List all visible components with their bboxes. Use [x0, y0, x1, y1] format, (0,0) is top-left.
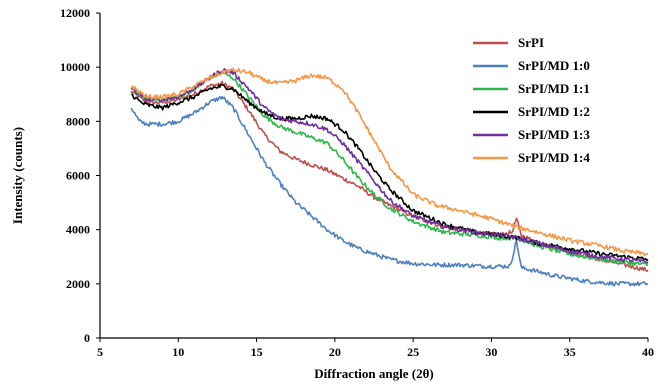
y-tick-label: 12000: [60, 6, 90, 20]
x-tick-label: 10: [172, 345, 184, 359]
y-tick-label: 6000: [66, 169, 90, 183]
y-tick-label: 8000: [66, 114, 90, 128]
y-axis-title: Intensity (counts): [10, 127, 25, 224]
y-tick-label: 10000: [60, 60, 90, 74]
series-line-5: [131, 67, 649, 257]
legend-label: SrPI/MD 1:0: [518, 58, 590, 73]
y-tick-label: 4000: [66, 223, 90, 237]
plot-area: [130, 67, 649, 287]
legend-label: SrPI/MD 1:1: [518, 81, 590, 96]
series-line-4: [130, 68, 649, 264]
y-tick-label: 0: [84, 331, 90, 345]
x-tick-label: 20: [329, 345, 341, 359]
legend: SrPI SrPI/MD 1:0 SrPI/MD 1:1 SrPI/MD 1:2 SrP…: [473, 35, 590, 165]
x-tick-label: 30: [485, 345, 497, 359]
x-tick-label: 40: [642, 345, 654, 359]
axes: 5 10 15 20 25 30 35 40 0 2000 4000 6000 8000 10000 120…: [60, 6, 654, 359]
x-axis-title: Diffraction angle (2θ): [314, 366, 433, 381]
x-tick-label: 15: [251, 345, 263, 359]
series-line-1: [130, 95, 649, 287]
y-tick-label: 2000: [66, 277, 90, 291]
x-tick-label: 5: [97, 345, 103, 359]
legend-label: SrPI: [518, 35, 544, 50]
legend-label: SrPI/MD 1:3: [518, 127, 590, 142]
x-tick-label: 25: [407, 345, 419, 359]
legend-label: SrPI/MD 1:4: [518, 150, 590, 165]
x-tick-label: 35: [564, 345, 576, 359]
legend-label: SrPI/MD 1:2: [518, 104, 590, 119]
